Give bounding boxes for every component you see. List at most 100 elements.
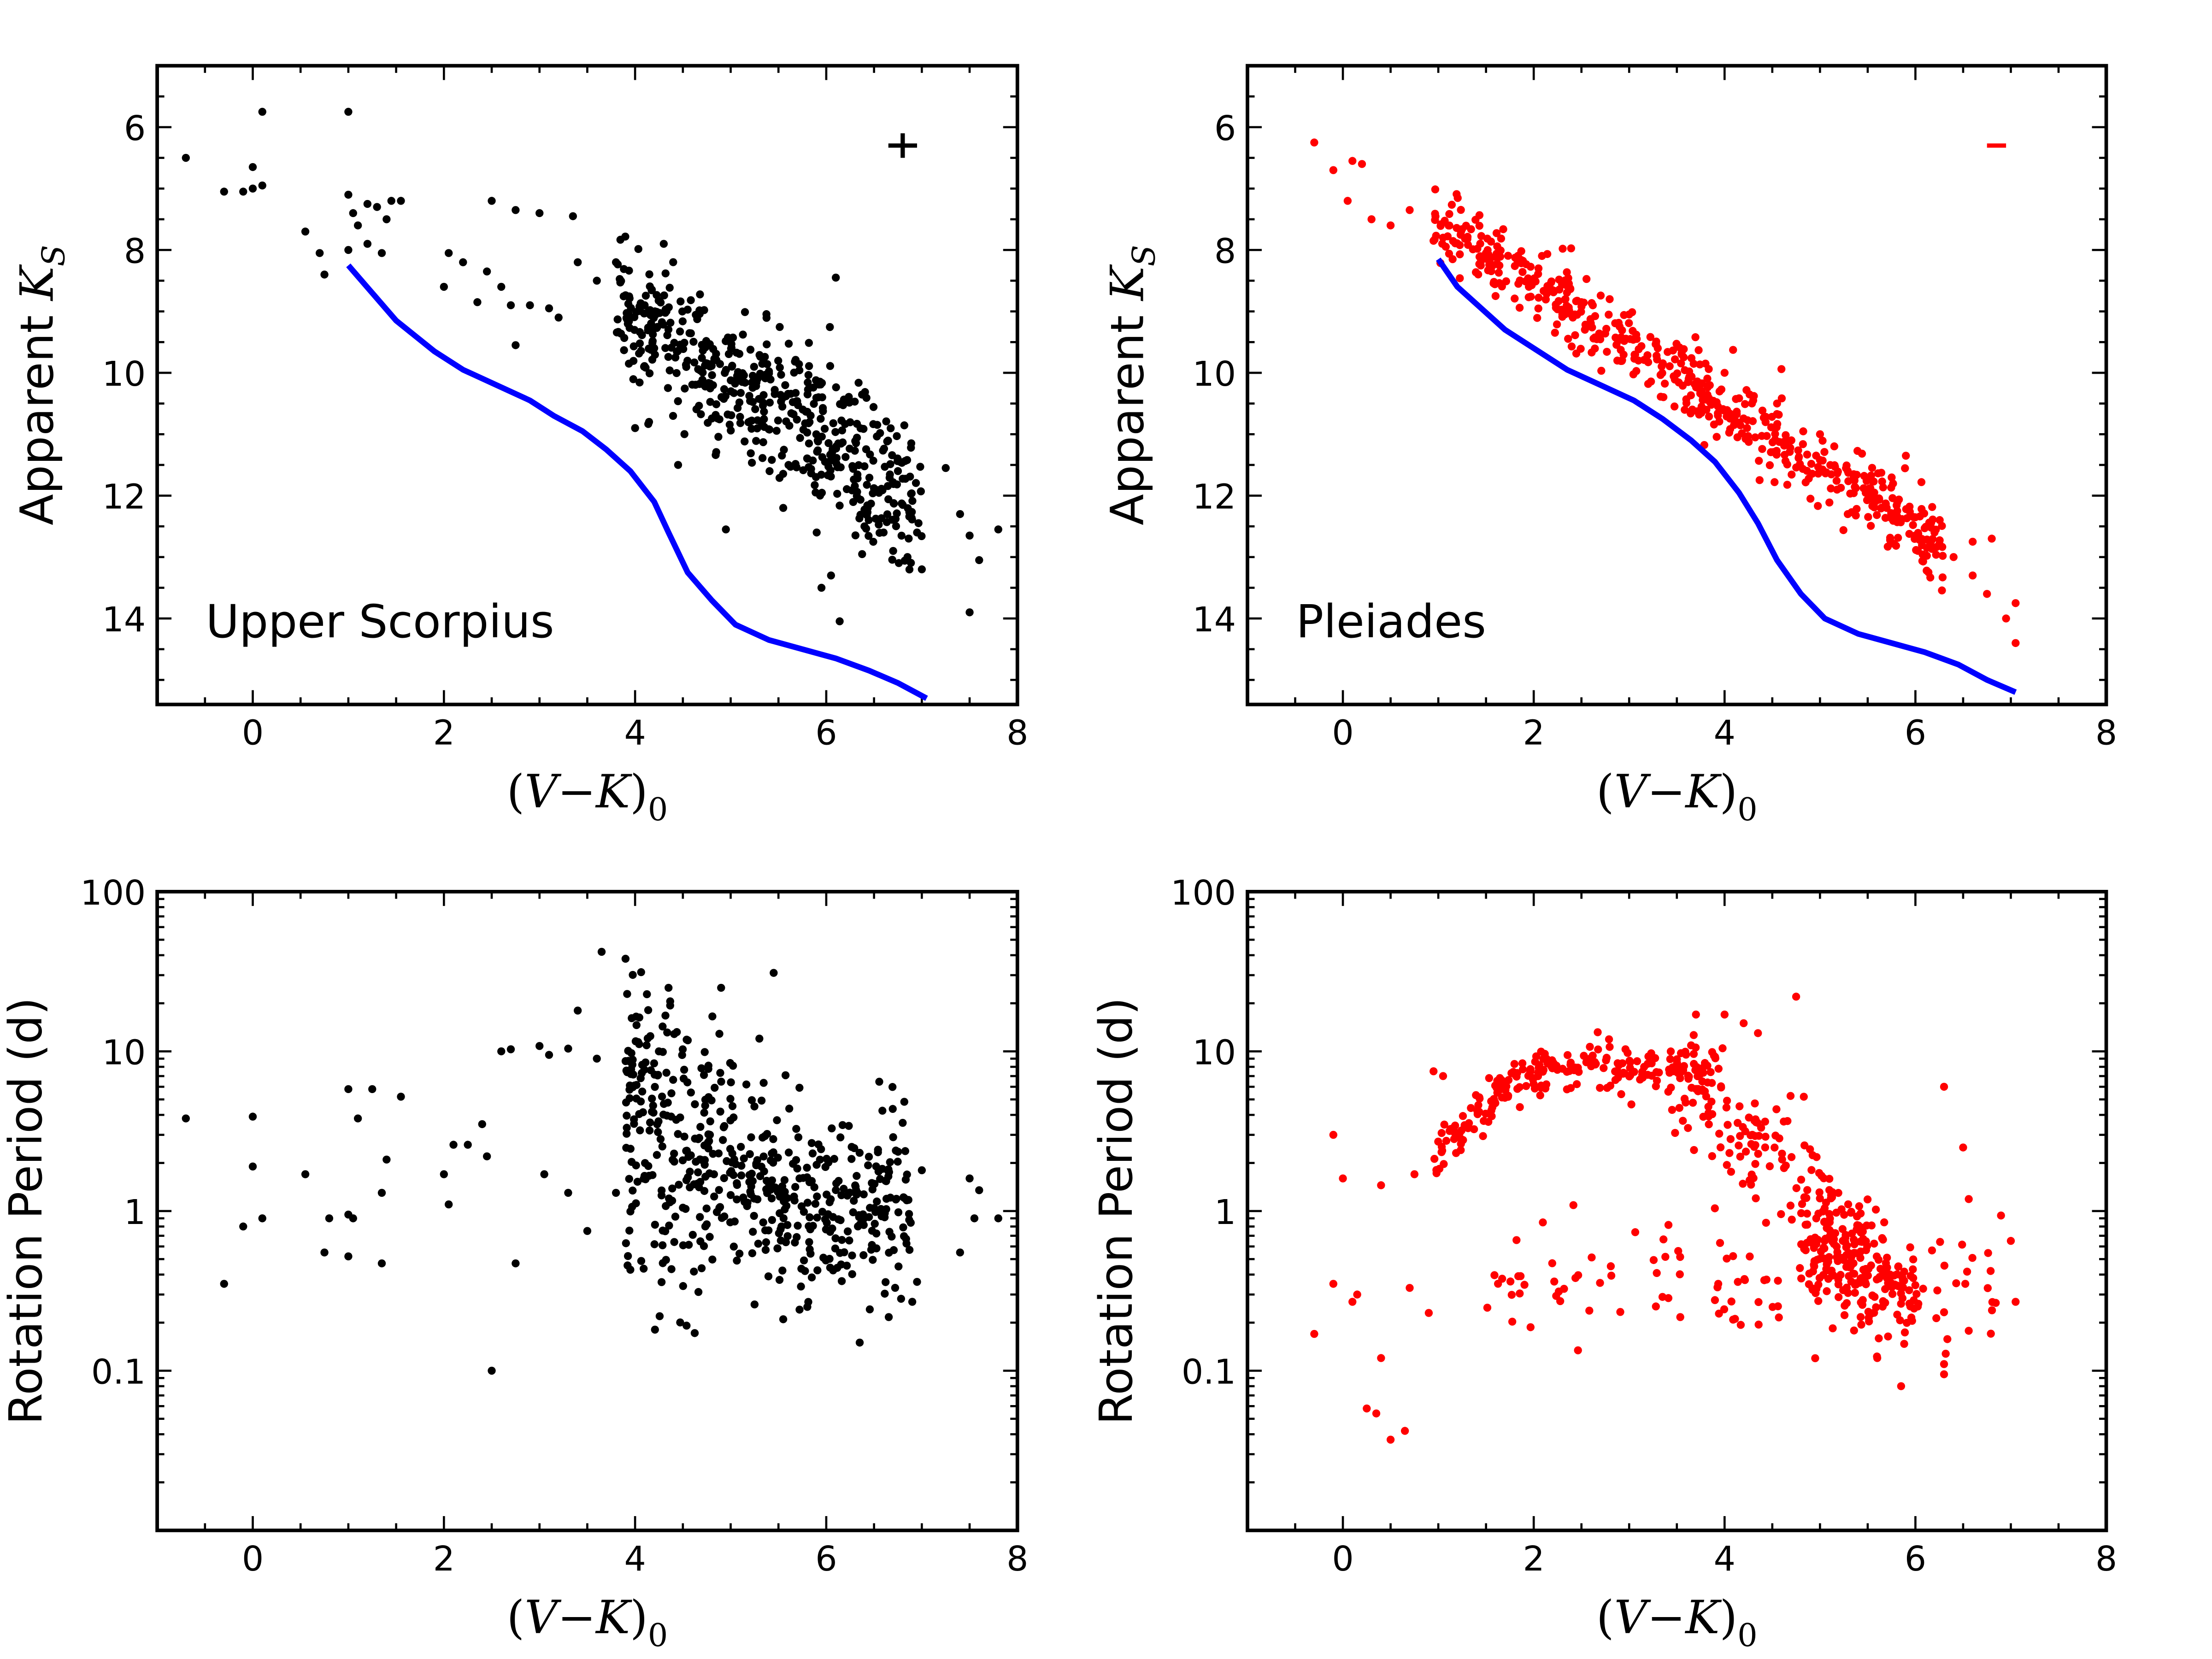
data-point [870,1204,878,1212]
data-point [1940,1082,1948,1091]
data-point [855,1338,864,1347]
data-point [623,990,631,998]
data-point [1720,369,1729,377]
data-point [811,1200,820,1208]
x-tick-label: 6 [1905,1539,1926,1579]
data-point [1448,255,1457,264]
data-point [1909,1274,1918,1282]
data-point [875,1077,883,1086]
data-point [845,1236,853,1245]
data-point [641,301,649,310]
y-tick-label: 0.1 [1182,1352,1236,1392]
data-point [642,1041,651,1049]
data-point [831,1244,840,1253]
data-point [1851,1288,1859,1297]
x-tick-label: 4 [1714,713,1735,753]
data-point [819,1253,828,1262]
data-point [747,449,755,458]
data-point [912,479,920,487]
data-point [665,983,673,992]
data-point [841,453,850,461]
data-point [697,410,705,418]
x-axis-title-minus: − [1647,765,1685,818]
data-point [1778,1155,1786,1164]
data-point [459,258,467,266]
y-tick-label: 6 [1214,108,1236,148]
data-point [799,406,807,414]
data-point [1716,1143,1725,1152]
data-point [1550,1277,1559,1286]
data-point [1653,1269,1661,1277]
data-point [325,1214,334,1223]
data-point [1734,1278,1742,1286]
data-point [1724,1121,1732,1129]
data-point [1890,540,1898,548]
data-point [765,1226,773,1235]
data-point [1625,319,1633,327]
data-point [1814,1209,1823,1218]
data-point [726,1191,735,1199]
x-tick-label: 4 [1714,1539,1735,1579]
data-point [701,343,710,352]
data-point [1805,1280,1813,1288]
data-point [1803,1186,1812,1194]
data-point [1896,518,1905,526]
data-point [846,444,854,453]
data-point [795,1083,804,1092]
data-point [1522,1082,1530,1090]
data-point [726,1145,735,1153]
panel-annotation: Pleiades [1296,595,1486,648]
data-point [1668,1106,1677,1114]
data-point [854,378,863,387]
data-point [629,375,637,383]
data-point [1676,1313,1684,1321]
data-point [1457,206,1465,214]
data-point [894,1208,903,1217]
data-point [382,1155,391,1164]
data-point [795,1174,804,1182]
data-point [837,416,846,425]
data-point [733,404,742,412]
data-point [760,415,768,424]
data-point [1701,359,1710,368]
data-point [1669,346,1677,355]
data-point [840,1248,848,1257]
data-point [720,385,729,394]
data-point [1518,268,1527,276]
data-point [768,1176,776,1185]
data-point [761,1246,770,1254]
data-point [871,1219,879,1228]
data-point [817,415,825,423]
data-point [727,387,735,395]
data-point [706,398,714,406]
data-point [1499,225,1507,234]
data-point [1871,1293,1879,1301]
data-point [1928,1246,1936,1255]
data-point [635,1013,644,1022]
plot-frame [1246,890,2108,1532]
data-point [1832,477,1841,485]
data-point [678,317,687,325]
data-point [1893,1311,1901,1319]
data-point [482,267,491,276]
data-point [759,1218,767,1227]
data-point [776,323,784,331]
data-point [1563,1051,1572,1059]
data-point [1729,1252,1737,1260]
data-point [1479,1132,1487,1140]
data-point [850,1196,858,1205]
data-point [1658,369,1666,377]
data-point [783,1221,792,1229]
data-point [1594,1045,1602,1053]
data-point [874,1148,882,1157]
data-point [1820,448,1829,456]
data-point [1874,1256,1883,1264]
data-point [1471,268,1480,276]
data-point [1660,379,1669,388]
data-point [1723,1161,1731,1169]
data-point [654,1071,662,1079]
data-point [1625,310,1633,319]
data-point [1688,1099,1697,1107]
x-axis-title-k: K [1684,765,1722,818]
data-point [623,1112,631,1120]
